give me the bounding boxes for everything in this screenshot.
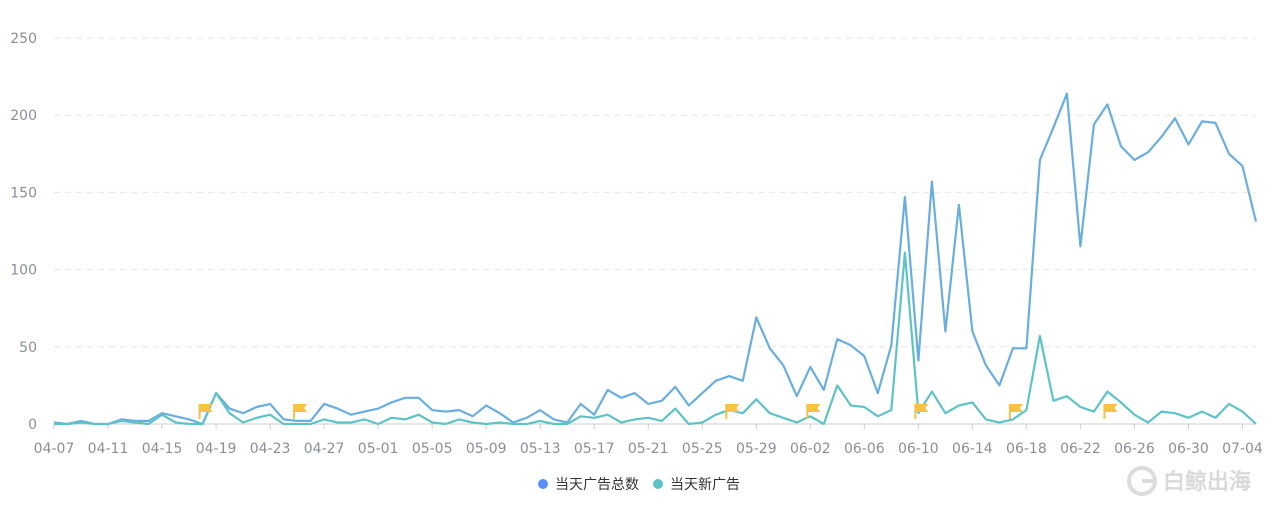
x-tick-label: 05-21 [628,441,669,457]
y-axis-labels: 0 50 100 150 200 250 [10,31,37,433]
x-tick-label: 05-13 [520,441,561,457]
x-tick-label: 06-02 [790,441,831,457]
x-tick-label: 05-29 [736,441,777,457]
y-tick-label: 0 [28,417,37,433]
x-tick-label: 06-26 [1114,441,1155,457]
legend-label: 当天新广告 [670,477,740,493]
grid-layer [54,37,1256,348]
x-tick-label: 05-05 [412,441,453,457]
legend-item[interactable]: 当天广告总数 [538,477,639,493]
whale-logo-icon [1127,466,1157,496]
legend-marker [538,479,548,489]
x-tick-label: 05-09 [466,441,507,457]
x-tick-label: 07-04 [1222,441,1263,457]
flag-icon[interactable] [1103,404,1118,419]
flag-icon[interactable] [293,404,308,419]
series-layer [53,92,1258,426]
x-tick-label: 06-30 [1168,441,1209,457]
x-tick-label: 06-10 [898,441,939,457]
legend-item[interactable]: 当天新广告 [653,477,740,493]
flag-icon[interactable] [914,404,929,419]
x-tick-label: 04-15 [142,441,183,457]
y-tick-label: 250 [10,31,37,47]
legend-label: 当天广告总数 [555,477,639,493]
x-tick-label: 05-25 [682,441,723,457]
watermark-text: 白鲸出海 [1163,469,1251,495]
x-tick-label: 06-06 [844,441,885,457]
x-tick-label: 06-14 [952,441,993,457]
flag-icon[interactable] [198,404,213,419]
x-tick-label: 05-01 [358,441,399,457]
x-tick-label: 04-11 [88,441,129,457]
x-axis: 04-07 04-11 04-15 04-19 04-23 04-27 05-01 05-05… [34,423,1263,457]
flag-markers [198,404,1118,419]
x-tick-label: 06-22 [1060,441,1101,457]
x-tick-label: 04-19 [196,441,237,457]
flag-icon[interactable] [806,404,821,419]
flag-icon[interactable] [725,404,740,419]
y-tick-label: 100 [10,263,37,279]
series-line-new-ads[interactable] [54,251,1257,426]
x-tick-label: 04-07 [34,441,75,457]
legend-marker [653,479,663,489]
x-tick-label: 05-17 [574,441,615,457]
x-tick-label: 04-27 [304,441,345,457]
flag-icon[interactable] [1008,404,1023,419]
x-tick-label: 06-18 [1006,441,1047,457]
y-tick-label: 150 [10,185,37,201]
x-tick-label: 04-23 [250,441,291,457]
series-line-total-ads[interactable] [53,92,1258,426]
legend[interactable]: 当天广告总数 当天新广告 [538,477,740,493]
y-tick-label: 50 [19,340,37,356]
watermark: 白鲸出海 [1127,466,1251,496]
y-tick-label: 200 [10,108,37,124]
